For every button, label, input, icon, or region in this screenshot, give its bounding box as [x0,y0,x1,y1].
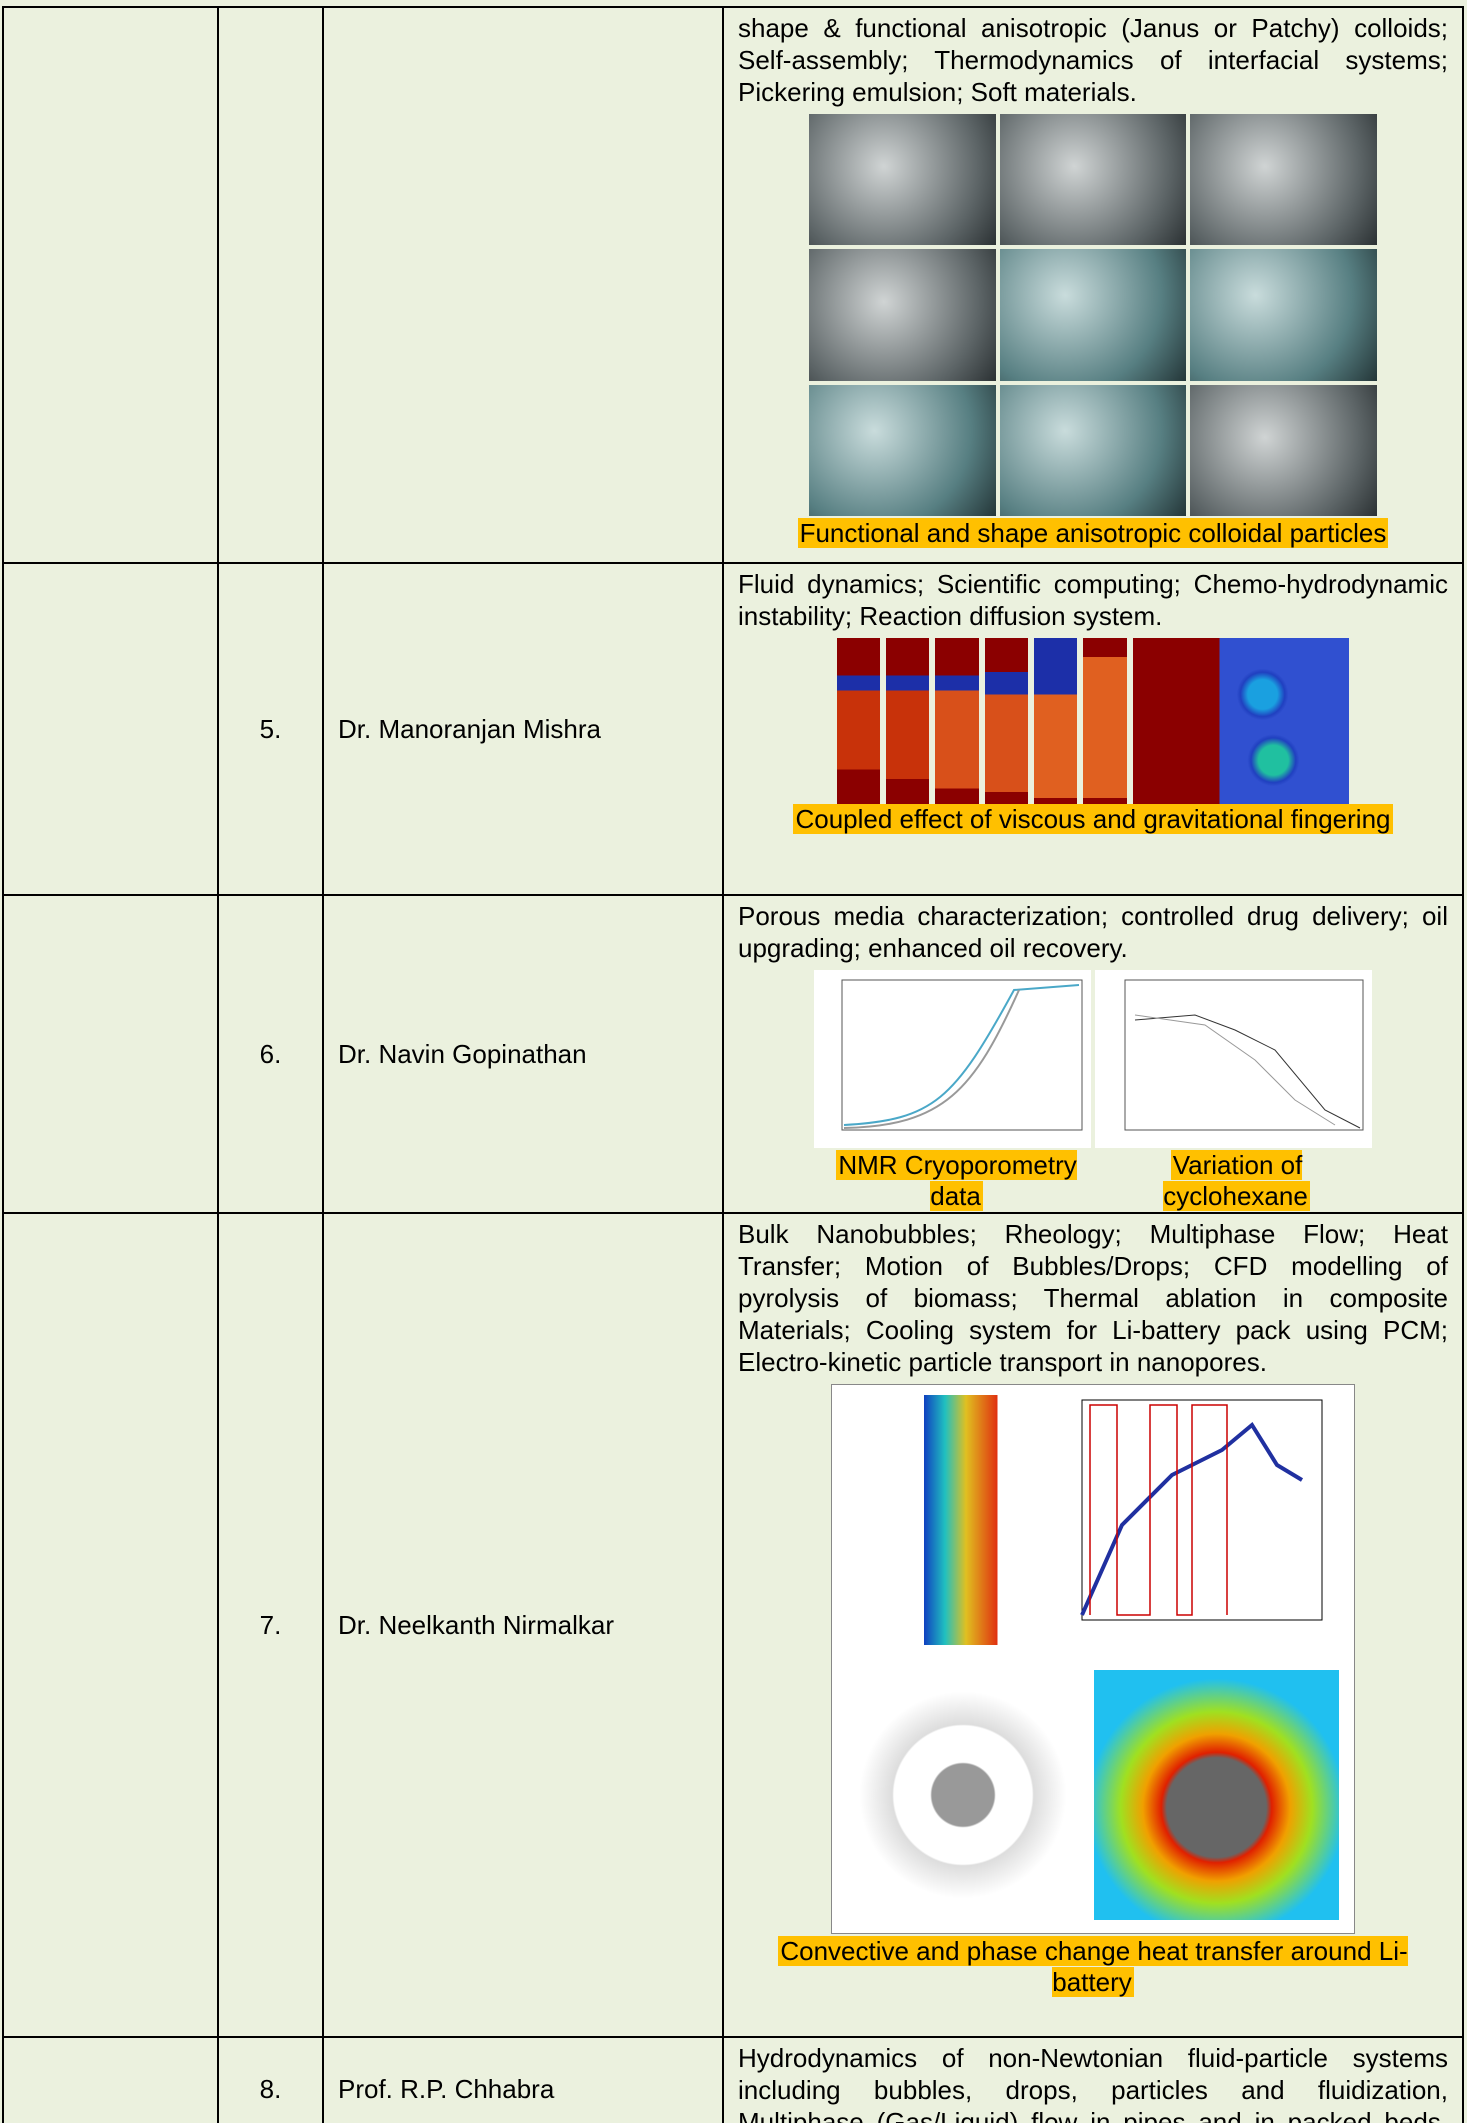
plot-frame [1082,1400,1322,1620]
caption-text: Variation of cyclohexane [1163,1150,1310,1211]
cell: Bulk Nanobubbles; Rheology; Multiphase F… [723,1213,1463,2037]
image [814,970,1091,1148]
cell: 6. [218,895,323,1213]
image [935,638,978,826]
caption: Variation of cyclohexane [1100,1150,1373,1212]
table-row: 6. Dr. Navin Gopinathan Porous media cha… [3,895,1463,1213]
image [1083,638,1126,826]
image [1000,385,1187,516]
figure [809,114,1377,516]
cell [3,1213,218,2037]
cell: Porous media characterization; controlle… [723,895,1463,1213]
image [837,638,880,826]
caption-text: Convective and phase change heat transfe… [778,1936,1407,1997]
cell: Dr. Navin Gopinathan [323,895,723,1213]
cell [3,895,218,1213]
image [840,1395,1050,1645]
cell [218,7,323,563]
caption-text: Coupled effect of viscous and gravitatio… [793,804,1392,834]
image [985,638,1028,826]
image [809,249,996,380]
cell: Dr. Neelkanth Nirmalkar [323,1213,723,2037]
figure [837,638,1350,826]
table-row: 8. Prof. R.P. Chhabra Hydrodynamics of n… [3,2037,1463,2123]
research-text: shape & functional anisotropic (Janus or… [738,12,1448,108]
curve [844,985,1079,1125]
cell: shape & functional anisotropic (Janus or… [723,7,1463,563]
table-row: shape & functional anisotropic (Janus or… [3,7,1463,563]
research-text: Hydrodynamics of non-Newtonian fluid-par… [738,2042,1448,2123]
caption-text: NMR Cryoporometry data [836,1150,1076,1211]
cell: 5. [218,563,323,895]
cell [3,7,218,563]
curve [1135,1015,1335,1125]
cell [3,2037,218,2123]
image [809,114,996,245]
image [1133,638,1350,826]
caption: NMR Cryoporometry data [813,1150,1100,1212]
caption: Functional and shape anisotropic colloid… [738,518,1448,549]
research-text: Fluid dynamics; Scientific computing; Ch… [738,568,1448,632]
cell [323,7,723,563]
image [809,385,996,516]
cell: 8. [218,2037,323,2123]
figure [814,970,1372,1148]
image [844,1670,1082,1920]
image [1062,1395,1342,1645]
caption: Coupled effect of viscous and gravitatio… [738,804,1448,835]
faculty-table: shape & functional anisotropic (Janus or… [2,6,1464,2123]
caption: Convective and phase change heat transfe… [738,1936,1448,1998]
plot-frame [1125,980,1363,1130]
image [1190,114,1377,245]
image [1034,638,1077,826]
image [1000,249,1187,380]
caption-text: Functional and shape anisotropic colloid… [798,518,1389,548]
image [1190,385,1377,516]
figure [831,1384,1355,1934]
captions: NMR Cryoporometry data Variation of cycl… [813,1148,1373,1212]
cell: Dr. Manoranjan Mishra [323,563,723,895]
cell: Hydrodynamics of non-Newtonian fluid-par… [723,2037,1463,2123]
cell: 7. [218,1213,323,2037]
curve [1090,1405,1227,1615]
cell: Fluid dynamics; Scientific computing; Ch… [723,563,1463,895]
table-row: 7. Dr. Neelkanth Nirmalkar Bulk Nanobubb… [3,1213,1463,2037]
image [886,638,929,826]
image [1094,1670,1339,1920]
research-text: Bulk Nanobubbles; Rheology; Multiphase F… [738,1218,1448,1378]
curve [844,990,1019,1128]
image [1190,249,1377,380]
cell [3,563,218,895]
image [1095,970,1372,1148]
cell: Prof. R.P. Chhabra [323,2037,723,2123]
plot-frame [842,980,1082,1130]
page: shape & functional anisotropic (Janus or… [0,0,1467,2123]
image [1000,114,1187,245]
curve [1135,1015,1360,1128]
table-row: 5. Dr. Manoranjan Mishra Fluid dynamics;… [3,563,1463,895]
research-text: Porous media characterization; controlle… [738,900,1448,964]
